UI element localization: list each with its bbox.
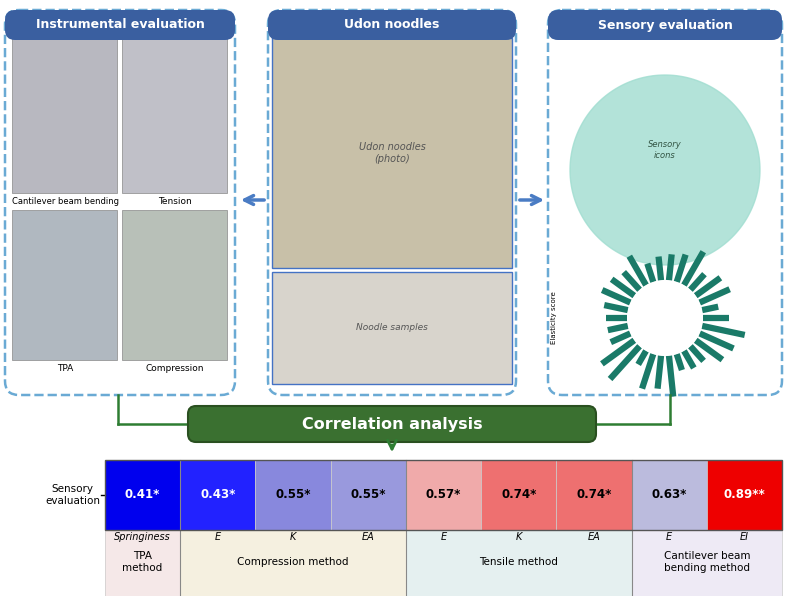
FancyBboxPatch shape	[188, 406, 596, 442]
Text: E: E	[441, 532, 446, 542]
Bar	[631, 460, 707, 530]
Text: Sensory
evaluation: Sensory evaluation	[45, 484, 100, 506]
Bar	[631, 460, 782, 596]
Bar	[12, 210, 117, 360]
Text: Tensile method: Tensile method	[479, 557, 558, 567]
FancyBboxPatch shape	[548, 10, 782, 40]
Bar	[272, 38, 512, 268]
FancyBboxPatch shape	[268, 10, 516, 395]
Text: Compression: Compression	[146, 364, 205, 373]
Bar	[272, 272, 512, 384]
Bar	[105, 530, 180, 596]
Text: 0.74*: 0.74*	[501, 489, 537, 501]
Bar	[406, 460, 631, 596]
Text: 0.55*: 0.55*	[350, 489, 386, 501]
Text: Noodle samples: Noodle samples	[356, 324, 428, 333]
Bar	[331, 460, 406, 530]
Bar	[180, 460, 256, 530]
Text: Udon noodles
(photo): Udon noodles (photo)	[359, 142, 426, 164]
Bar	[122, 210, 227, 360]
Text: K: K	[515, 532, 522, 542]
Text: 0.41*: 0.41*	[125, 489, 161, 501]
Bar	[105, 460, 180, 596]
Text: EA: EA	[362, 532, 375, 542]
Text: 0.74*: 0.74*	[576, 489, 611, 501]
Text: Instrumental evaluation: Instrumental evaluation	[35, 18, 205, 32]
Text: EI: EI	[740, 532, 749, 542]
FancyBboxPatch shape	[5, 10, 235, 40]
Text: Sensory
icons: Sensory icons	[648, 140, 682, 160]
Text: E: E	[215, 532, 221, 542]
Bar	[12, 38, 117, 193]
Text: Tension: Tension	[158, 197, 192, 206]
Circle shape	[628, 281, 702, 355]
Bar	[256, 460, 331, 530]
Text: Springiness: Springiness	[114, 532, 171, 542]
Text: Compression method: Compression method	[238, 557, 349, 567]
FancyBboxPatch shape	[5, 10, 235, 395]
Text: Udon noodles: Udon noodles	[345, 18, 440, 32]
Bar	[122, 38, 227, 193]
FancyBboxPatch shape	[548, 10, 782, 395]
Bar	[406, 530, 631, 596]
Bar	[406, 460, 481, 530]
Bar	[105, 460, 180, 530]
Text: 0.63*: 0.63*	[652, 489, 687, 501]
Text: 0.43*: 0.43*	[200, 489, 235, 501]
Text: 0.57*: 0.57*	[426, 489, 461, 501]
FancyBboxPatch shape	[268, 10, 516, 40]
Bar	[707, 460, 782, 530]
Text: Cantilever beam bending: Cantilever beam bending	[12, 197, 119, 206]
Bar	[631, 530, 782, 596]
Bar	[105, 460, 782, 530]
Text: Sensory evaluation: Sensory evaluation	[597, 18, 733, 32]
Text: TPA
method: TPA method	[123, 551, 163, 573]
Polygon shape	[570, 75, 760, 265]
Text: 0.55*: 0.55*	[275, 489, 311, 501]
Bar	[556, 460, 631, 530]
Text: K: K	[290, 532, 296, 542]
Text: 0.89**: 0.89**	[723, 489, 765, 501]
Text: Cantilever beam
bending method: Cantilever beam bending method	[663, 551, 750, 573]
Text: E: E	[666, 532, 672, 542]
Text: Correlation analysis: Correlation analysis	[301, 417, 482, 432]
Text: TPA: TPA	[57, 364, 73, 373]
Bar	[180, 530, 406, 596]
Bar	[481, 460, 556, 530]
Text: Elasticity score: Elasticity score	[551, 291, 557, 344]
Bar	[180, 460, 406, 596]
Text: EA: EA	[588, 532, 600, 542]
